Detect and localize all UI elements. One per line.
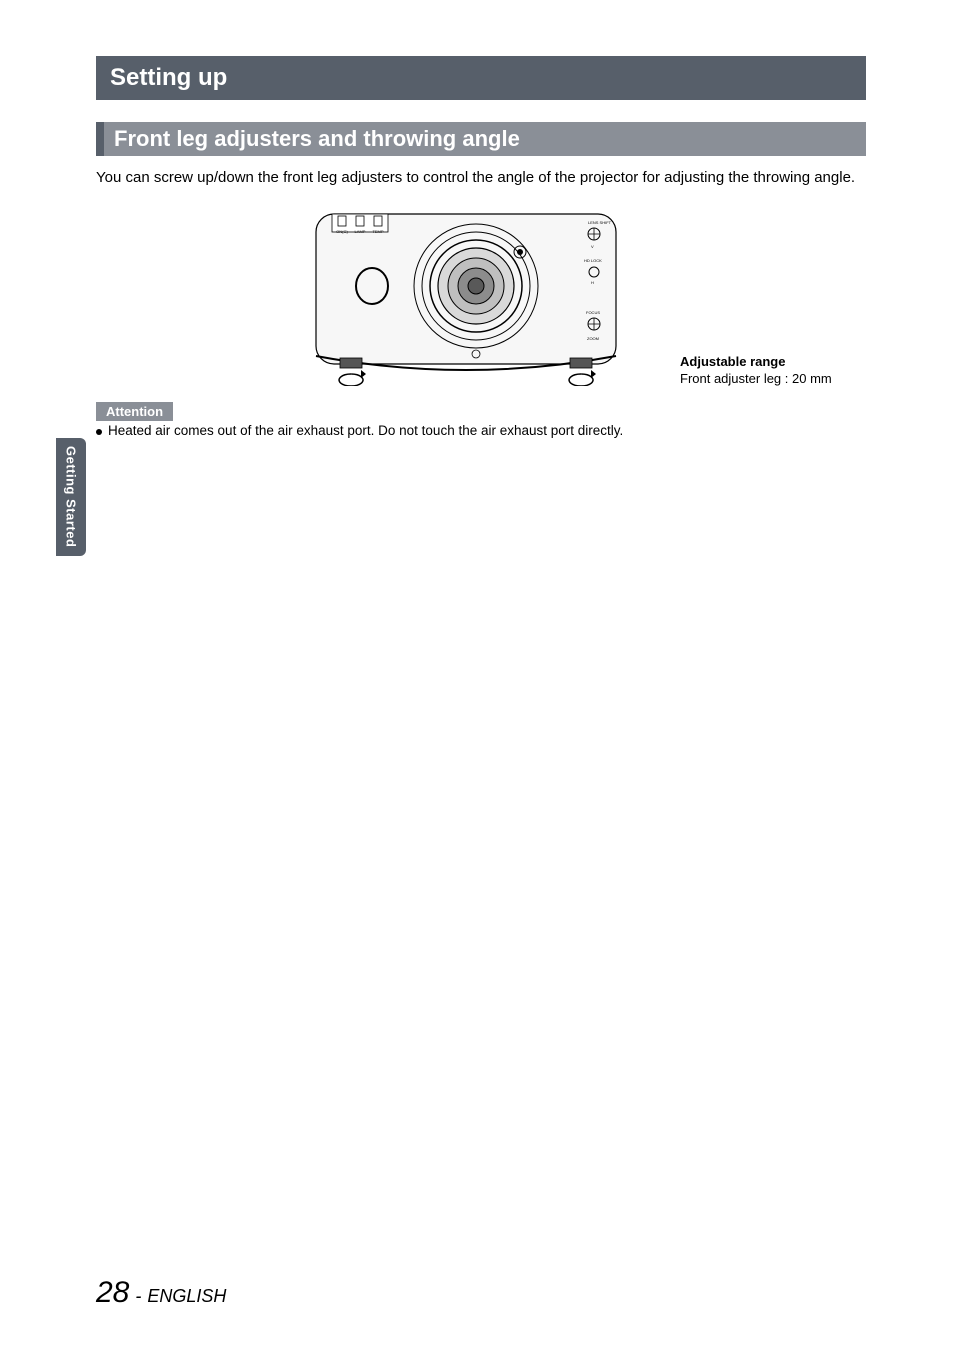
chapter-heading-bar: Setting up [96, 56, 866, 100]
attention-item: Heated air comes out of the air exhaust … [96, 423, 623, 438]
projector-figure: ON(G) LAMP TEMP LENS SHIFT V HD LOCK H F… [306, 206, 626, 386]
svg-text:ZOOM: ZOOM [587, 336, 599, 341]
svg-text:V: V [591, 244, 594, 249]
chapter-title: Setting up [110, 64, 227, 92]
page-number: 28 [96, 1276, 129, 1310]
svg-text:LENS SHIFT: LENS SHIFT [588, 220, 612, 225]
svg-text:H: H [591, 280, 594, 285]
svg-text:LAMP: LAMP [355, 229, 366, 234]
svg-text:HD LOCK: HD LOCK [584, 258, 602, 263]
svg-text:FOCUS: FOCUS [586, 310, 600, 315]
section-title: Front leg adjusters and throwing angle [114, 126, 520, 152]
page-footer: 28 - ENGLISH [96, 1276, 226, 1310]
page-separator: - [135, 1286, 141, 1307]
side-tab-label: Getting Started [64, 446, 79, 547]
bullet-dot [96, 429, 102, 435]
attention-label: Attention [96, 402, 173, 421]
side-tab: Getting Started [56, 438, 86, 556]
page-language: ENGLISH [147, 1286, 226, 1307]
attention-text: Heated air comes out of the air exhaust … [108, 423, 623, 438]
svg-text:ON(G): ON(G) [336, 229, 348, 234]
intro-paragraph: You can screw up/down the front leg adju… [96, 168, 866, 188]
adjustable-range-note: Adjustable range Front adjuster leg : 20… [680, 354, 832, 388]
range-title: Adjustable range [680, 354, 832, 371]
section-heading-bar: Front leg adjusters and throwing angle [96, 122, 866, 156]
svg-text:TEMP: TEMP [372, 229, 383, 234]
range-value: Front adjuster leg : 20 mm [680, 371, 832, 388]
